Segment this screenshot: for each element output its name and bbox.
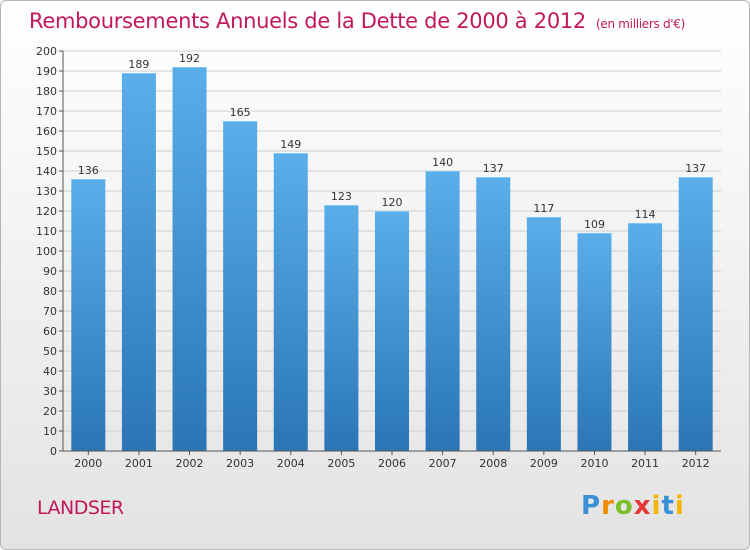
bar-2009 [526,217,561,451]
x-tick-label-2008: 2008 [479,457,507,470]
x-tick-label-2011: 2011 [631,457,659,470]
y-tick-label: 80 [43,285,57,298]
x-tick-label-2012: 2012 [682,457,710,470]
chart-title: Remboursements Annuels de la Dette de 20… [29,9,685,33]
data-label-2004: 149 [280,138,301,151]
data-label-2006: 120 [382,196,403,209]
commune-name: LANDSER [37,497,124,519]
bar-2005 [324,205,359,451]
x-tick-label-2002: 2002 [176,457,204,470]
y-tick-label: 110 [36,225,57,238]
data-label-2003: 165 [230,106,251,119]
x-tick-label-2005: 2005 [327,457,355,470]
x-tick-label-2000: 2000 [74,457,102,470]
y-tick-label: 40 [43,365,57,378]
bar-2012 [678,177,713,451]
y-tick-label: 160 [36,125,57,138]
bar-2011 [628,223,663,451]
data-label-2001: 189 [128,58,149,71]
y-tick-label: 0 [50,445,57,458]
y-tick-label: 200 [36,45,57,58]
y-tick-label: 170 [36,105,57,118]
data-label-2011: 114 [635,208,656,221]
data-label-2009: 117 [533,202,554,215]
data-label-2008: 137 [483,162,504,175]
proxiti-logo[interactable]: Proxiti [581,491,685,521]
x-tick-label-2003: 2003 [226,457,254,470]
data-label-2000: 136 [78,164,99,177]
chart-title-text: Remboursements Annuels de la Dette de 20… [29,9,586,33]
y-tick-label: 60 [43,325,57,338]
bar-2001 [121,73,156,451]
y-tick-label: 50 [43,345,57,358]
y-tick-label: 20 [43,405,57,418]
bar-2007 [425,171,460,451]
data-label-2002: 192 [179,52,200,65]
bar-2010 [577,233,612,451]
bar-2002 [172,67,207,451]
y-tick-label: 150 [36,145,57,158]
bar-2006 [375,211,409,451]
bar-2008 [476,177,511,451]
data-label-2007: 140 [432,156,453,169]
data-label-2012: 137 [685,162,706,175]
data-label-2010: 109 [584,218,605,231]
y-tick-label: 190 [36,65,57,78]
bar-2003 [223,121,258,451]
data-label-2005: 123 [331,190,352,203]
y-tick-label: 100 [36,245,57,258]
x-tick-label-2006: 2006 [378,457,406,470]
x-tick-label-2004: 2004 [277,457,305,470]
chart-subtitle: (en milliers d'€) [596,17,686,31]
x-tick-label-2009: 2009 [530,457,558,470]
y-tick-label: 130 [36,185,57,198]
y-tick-label: 30 [43,385,57,398]
y-tick-label: 140 [36,165,57,178]
y-tick-label: 90 [43,265,57,278]
y-tick-label: 180 [36,85,57,98]
bars [71,67,713,451]
data-labels: 136 189 192 165 149 123 120 140 137 117 109 114 137 [78,52,706,231]
y-tick-label: 10 [43,425,57,438]
bar-2000 [71,179,106,451]
y-tick-label: 120 [36,205,57,218]
x-tick-label-2007: 2007 [429,457,457,470]
x-tick-label-2001: 2001 [125,457,153,470]
axes: 0 10 20 30 40 50 60 70 80 90 100 110 120 130 140 150 160… [36,45,721,470]
x-tick-label-2010: 2010 [580,457,608,470]
y-tick-label: 70 [43,305,57,318]
bar-2004 [273,153,308,451]
